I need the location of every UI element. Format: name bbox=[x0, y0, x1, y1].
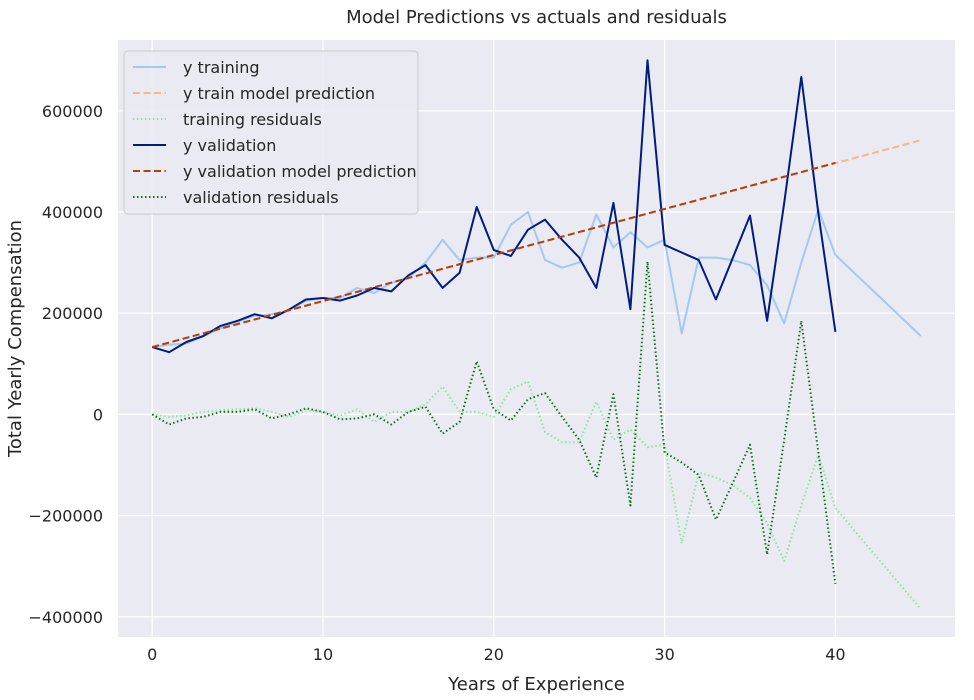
grid bbox=[118, 40, 955, 637]
y-axis: −400000 −200000 0 200000 400000 600000 bbox=[29, 102, 103, 627]
x-tick-label: 40 bbox=[825, 645, 845, 664]
legend-label-1: y train model prediction bbox=[183, 84, 375, 103]
x-axis: 0 10 20 30 40 bbox=[147, 645, 846, 664]
x-tick-label: 0 bbox=[147, 645, 157, 664]
x-tick-label: 30 bbox=[654, 645, 674, 664]
y-tick-label: 400000 bbox=[42, 203, 103, 222]
x-tick-label: 20 bbox=[484, 645, 504, 664]
y-tick-label: 0 bbox=[93, 405, 103, 424]
series-line-2 bbox=[152, 380, 922, 610]
y-tick-label: −200000 bbox=[29, 507, 103, 526]
y-tick-label: 600000 bbox=[42, 102, 103, 121]
legend-label-2: training residuals bbox=[183, 110, 322, 129]
series-line-5 bbox=[151, 260, 837, 585]
chart-title: Model Predictions vs actuals and residua… bbox=[346, 7, 727, 28]
series-layer bbox=[151, 59, 922, 610]
x-tick-label: 10 bbox=[313, 645, 333, 664]
y-axis-label: Total Yearly Compensation bbox=[5, 220, 26, 458]
y-tick-label: −400000 bbox=[29, 608, 103, 627]
series-line-0 bbox=[152, 208, 922, 349]
series-line-4 bbox=[151, 161, 836, 349]
legend-label-4: y validation model prediction bbox=[183, 162, 417, 181]
legend-label-5: validation residuals bbox=[183, 188, 339, 207]
legend: y training y train model prediction traini… bbox=[123, 50, 419, 215]
legend-box bbox=[123, 50, 419, 215]
y-tick-label: 200000 bbox=[42, 304, 103, 323]
legend-label-3: y validation bbox=[183, 136, 276, 155]
x-axis-label: Years of Experience bbox=[447, 674, 625, 695]
legend-label-0: y training bbox=[183, 58, 260, 77]
